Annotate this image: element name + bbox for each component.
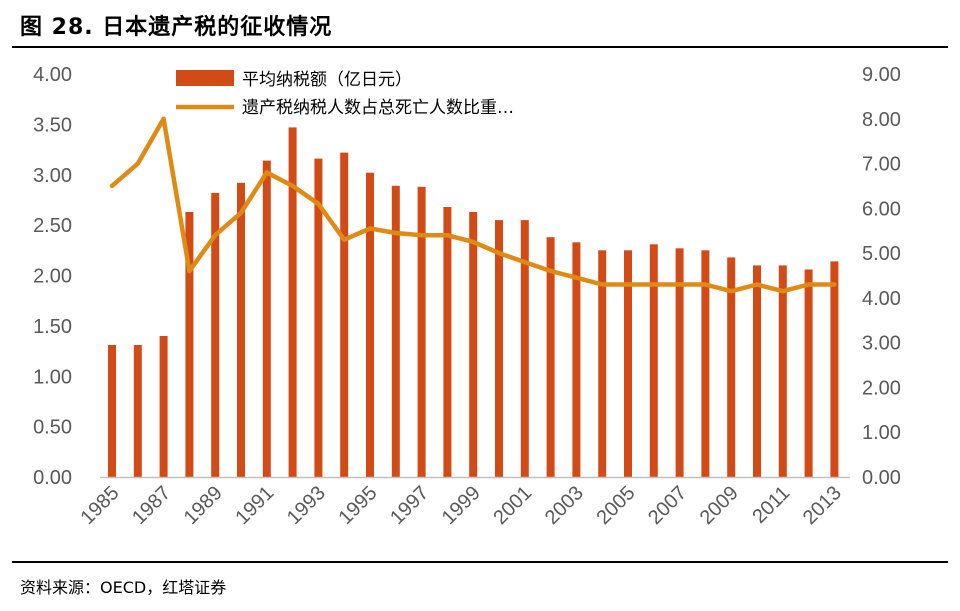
bar-1987	[159, 336, 168, 477]
bar-1988	[185, 212, 194, 477]
line-series	[109, 116, 837, 294]
x-tick-label: 1987	[128, 482, 175, 529]
bar-1993	[314, 158, 323, 477]
bar-1994	[340, 152, 349, 477]
x-tick-label: 1993	[283, 482, 330, 529]
bar-2013	[830, 261, 839, 477]
right-tick-label: 4.00	[862, 288, 901, 310]
bar-2005	[624, 250, 632, 477]
right-tick-label: 2.00	[862, 377, 901, 399]
x-tick-label: 2009	[696, 482, 743, 529]
x-tick-label: 2011	[748, 482, 794, 528]
right-tick-label: 5.00	[862, 243, 901, 265]
bar-1999	[469, 212, 478, 477]
figure-header: 图 28. 日本遗产税的征收情况	[0, 0, 960, 46]
bar-2012	[804, 269, 813, 477]
bottom-rule	[12, 561, 948, 563]
bar-2006	[649, 244, 658, 477]
bar-2007	[675, 248, 684, 477]
x-tick-label: 2003	[541, 482, 588, 529]
x-tick-label: 2005	[593, 482, 640, 529]
x-axis: 1985 1987 1989 1991 1993 1995 1997 1999 2001 2003…	[77, 476, 850, 529]
figure-title: 图 28. 日本遗产税的征收情况	[20, 15, 333, 40]
legend-label-line: 遗产税纳税人数占总死亡人数比重…	[242, 98, 514, 118]
legend-swatch-bar	[176, 70, 234, 86]
x-tick-label: 2001	[489, 482, 536, 529]
left-tick-label: 2.50	[33, 215, 72, 237]
bar-series	[108, 127, 839, 478]
bar-2010	[753, 265, 761, 477]
x-tick-label: 1991	[231, 482, 278, 529]
left-axis: 0.00 0.50 1.00 1.50 2.00 2.50 3.00 3.50 4.00	[33, 64, 72, 489]
right-tick-label: 0.00	[862, 467, 901, 489]
top-rule	[12, 46, 948, 48]
bar-1997	[417, 186, 426, 478]
left-tick-label: 2.00	[33, 266, 72, 288]
left-tick-label: 4.00	[33, 64, 72, 86]
bar-1989	[211, 192, 220, 477]
legend-label-bar: 平均纳税额（亿日元）	[242, 70, 412, 90]
right-tick-label: 9.00	[862, 64, 901, 86]
x-tick-label: 1989	[180, 482, 227, 529]
x-tick-label: 2013	[799, 482, 846, 529]
bar-2011	[778, 265, 787, 477]
bar-1990	[237, 182, 245, 478]
bar-2002	[546, 237, 555, 477]
right-tick-label: 3.00	[862, 333, 901, 355]
bar-2008	[701, 250, 710, 477]
bar-1986	[133, 345, 142, 477]
right-tick-label: 8.00	[862, 109, 901, 131]
legend: 平均纳税额（亿日元） 遗产税纳税人数占总死亡人数比重…	[176, 70, 514, 118]
bar-2009	[727, 257, 736, 477]
bar-2004	[598, 250, 607, 477]
bar-2000	[495, 220, 503, 477]
left-tick-label: 1.50	[33, 316, 72, 338]
left-tick-label: 3.50	[33, 114, 72, 136]
right-tick-label: 6.00	[862, 198, 901, 220]
bar-1992	[288, 127, 297, 478]
x-tick-label: 1985	[77, 482, 124, 529]
bar-1995	[366, 172, 374, 477]
left-tick-label: 0.00	[33, 467, 72, 489]
right-axis: 0.00 1.00 2.00 3.00 4.00 5.00 6.00 7.00 8.00 9.00	[862, 64, 901, 489]
right-tick-label: 1.00	[862, 422, 901, 444]
bar-1985	[108, 345, 116, 477]
source-note: 资料来源：OECD，红塔证券	[20, 578, 227, 597]
x-tick-label: 1997	[386, 482, 433, 529]
bar-1996	[391, 185, 400, 478]
left-tick-label: 0.50	[33, 417, 72, 439]
left-tick-label: 3.00	[33, 165, 72, 187]
left-tick-label: 1.00	[33, 366, 72, 388]
x-tick-label: 2007	[644, 482, 691, 529]
bar-2001	[520, 220, 529, 477]
bar-2003	[572, 242, 581, 477]
x-tick-label: 1995	[335, 482, 382, 529]
bar-1991	[262, 160, 271, 477]
x-tick-label: 1999	[438, 482, 485, 529]
line-series-group	[109, 116, 837, 294]
bar-1998	[443, 207, 452, 477]
right-tick-label: 7.00	[862, 154, 901, 176]
